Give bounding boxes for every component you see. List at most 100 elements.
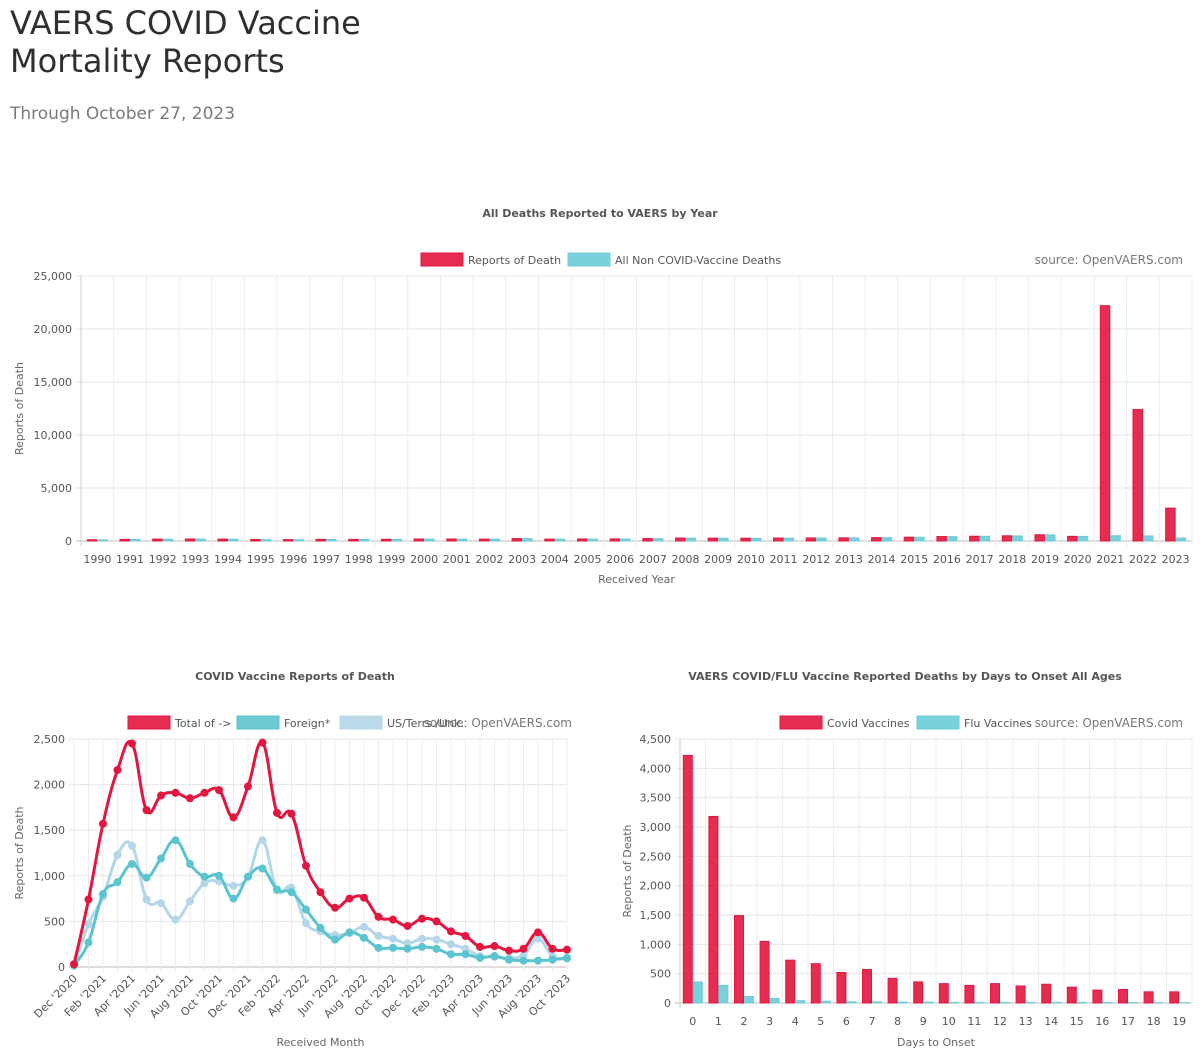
data-point (548, 955, 557, 964)
bar (162, 538, 174, 542)
x-tick-label: 2016 (933, 553, 961, 566)
bar (1118, 989, 1128, 1004)
bar (897, 1001, 908, 1004)
y-tick-label: 0 (58, 961, 65, 974)
x-tick-label: 2001 (443, 553, 471, 566)
bar (478, 538, 490, 542)
data-point (360, 893, 368, 902)
x-tick-label: 10 (942, 1015, 956, 1028)
data-point (99, 890, 107, 899)
bar (609, 538, 621, 542)
bar (740, 537, 751, 542)
bar (1041, 983, 1052, 1004)
bar (682, 754, 693, 1004)
data-point (258, 864, 267, 873)
data-point (403, 921, 412, 930)
bar (391, 538, 402, 542)
bar (86, 539, 98, 542)
x-tick-label: 12 (993, 1015, 1007, 1028)
bar (1092, 989, 1103, 1004)
x-tick-label: 18 (1147, 1015, 1161, 1028)
bar (544, 538, 555, 542)
bar (914, 536, 925, 542)
y-tick-label: 5,000 (41, 482, 73, 495)
y-tick-label: 1,500 (640, 909, 672, 922)
bar (1034, 534, 1045, 542)
bar (785, 959, 796, 1004)
x-tick-label: 16 (1095, 1015, 1109, 1028)
bar (250, 539, 261, 542)
data-point (84, 938, 93, 947)
data-point (113, 766, 122, 775)
legend-swatch (916, 715, 960, 730)
x-tick-label: 2003 (508, 553, 536, 566)
x-tick-label: 2021 (1096, 553, 1124, 566)
x-tick-label: 3 (766, 1015, 773, 1028)
bar (1001, 535, 1013, 542)
y-tick-label: 25,000 (34, 270, 73, 283)
bar (990, 983, 1000, 1004)
x-tick-label: 4 (792, 1015, 799, 1028)
bar (413, 538, 425, 542)
x-tick-label: 2 (741, 1015, 748, 1028)
data-point (70, 960, 78, 969)
legend-label: US/Terrs./Unk. (387, 717, 464, 730)
x-tick-label: 8 (894, 1015, 901, 1028)
bar (358, 539, 370, 542)
bar (1051, 1001, 1062, 1004)
data-point (229, 894, 238, 903)
data-point (273, 885, 281, 894)
bar (326, 539, 337, 542)
data-point (374, 912, 383, 921)
data-point (374, 943, 383, 952)
data-point (389, 934, 397, 943)
y-tick-label: 2,500 (640, 850, 672, 863)
bar (979, 535, 991, 542)
x-tick-label: 13 (1019, 1015, 1033, 1028)
y-tick-label: 2,000 (640, 880, 672, 893)
data-point (142, 873, 151, 882)
data-point (287, 809, 296, 818)
data-point (128, 739, 136, 748)
bar (652, 538, 664, 542)
x-tick-label: 2002 (475, 553, 503, 566)
bar (1165, 507, 1176, 542)
source-label: source: OpenVAERS.com (1035, 253, 1183, 267)
bar (1077, 535, 1089, 542)
data-point (403, 939, 412, 948)
bar (446, 538, 457, 542)
y-axis-label: Reports of Death (621, 824, 634, 917)
bar (718, 984, 729, 1004)
x-axis-label: Received Month (276, 1036, 364, 1049)
data-point (171, 836, 180, 845)
data-point (157, 791, 165, 800)
bar (938, 983, 949, 1004)
bar (1000, 1001, 1010, 1004)
data-point (287, 888, 296, 897)
y-tick-label: 1,000 (34, 870, 66, 883)
x-tick-label: 0 (689, 1015, 696, 1028)
x-tick-label: 9 (920, 1015, 927, 1028)
x-tick-label: 19 (1172, 1015, 1186, 1028)
data-point (447, 940, 455, 949)
bar (744, 996, 754, 1004)
bar (1142, 535, 1154, 542)
x-tick-label: 2015 (900, 553, 928, 566)
y-tick-label: 500 (44, 915, 65, 928)
x-tick-label: 1993 (181, 553, 209, 566)
bar (903, 536, 915, 542)
bar (750, 537, 762, 542)
bar (675, 537, 686, 542)
bar (1169, 991, 1180, 1004)
x-tick-label: 2010 (737, 553, 765, 566)
x-tick-label: 1999 (377, 553, 405, 566)
page-subtitle: Through October 27, 2023 (10, 104, 236, 124)
data-point (316, 888, 325, 897)
bar (734, 915, 744, 1004)
y-tick-label: 4,500 (640, 733, 672, 746)
x-tick-label: 15 (1070, 1015, 1084, 1028)
legend-label: Total of -> (174, 717, 231, 730)
y-tick-label: 10,000 (34, 429, 73, 442)
chart-title: COVID Vaccine Reports of Death (195, 670, 395, 683)
bar (511, 538, 523, 542)
